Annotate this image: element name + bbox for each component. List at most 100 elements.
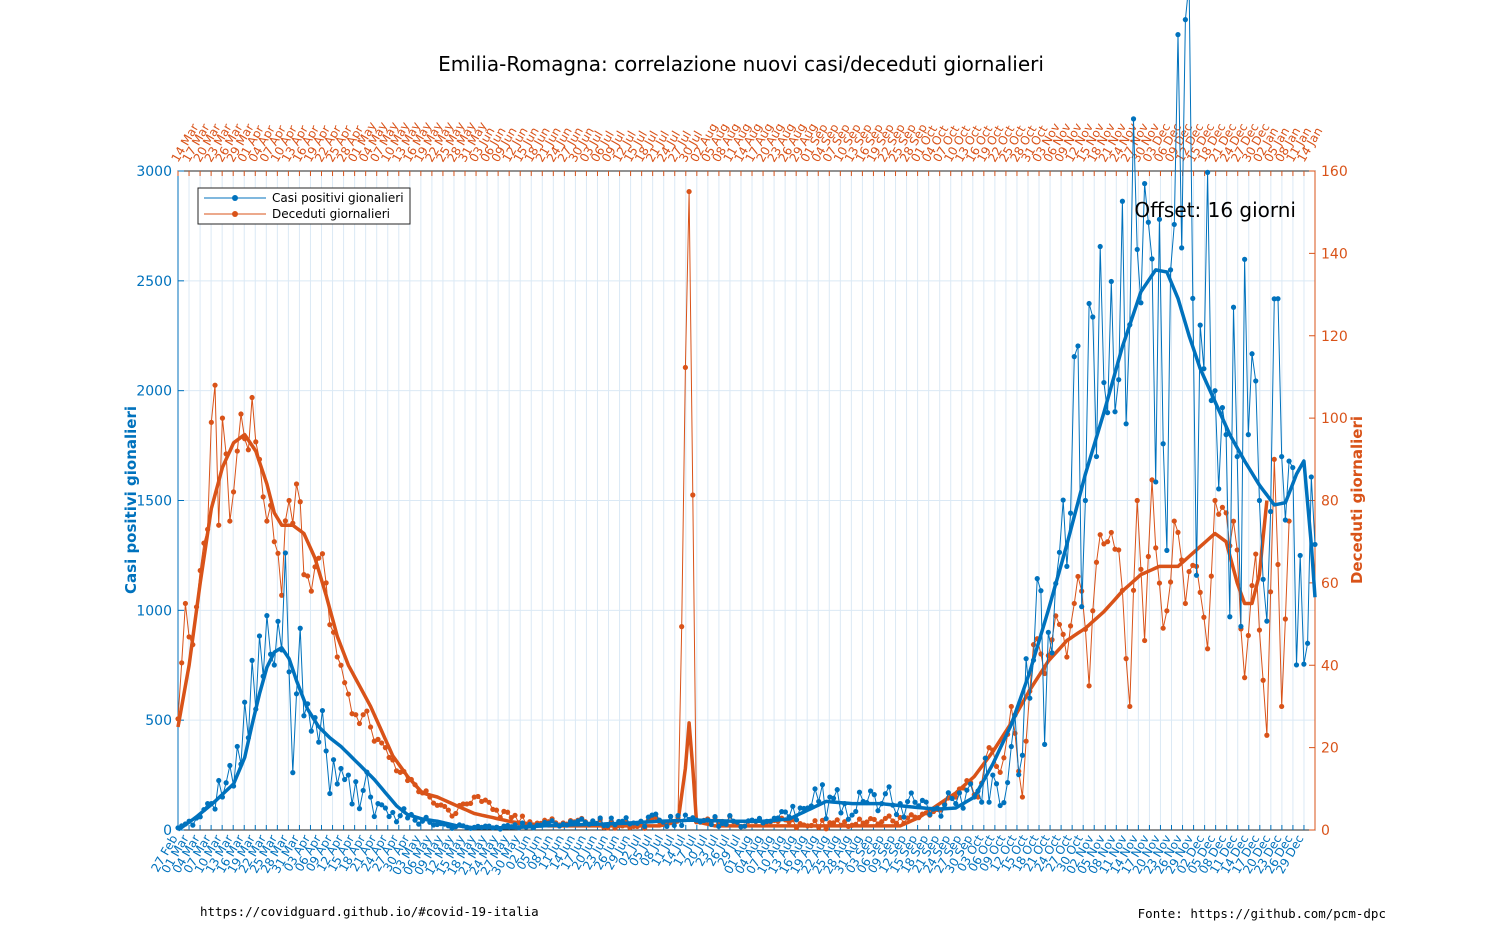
cases-point — [812, 786, 818, 792]
cases-point — [708, 821, 714, 828]
deaths-point — [345, 691, 351, 697]
cases-point — [1142, 181, 1148, 187]
deaths-point — [1001, 755, 1007, 761]
y-right-tick-label: 0 — [1321, 823, 1330, 839]
deaths-point — [1097, 532, 1103, 538]
cases-point — [727, 813, 733, 819]
cases-point — [608, 815, 614, 821]
cases-point — [838, 810, 844, 816]
cases-point — [675, 812, 681, 819]
footer-source-link[interactable]: https://covidguard.github.io/#covid-19-i… — [200, 904, 539, 919]
cases-point — [242, 699, 248, 705]
cases-point — [1001, 800, 1007, 806]
cases-point — [949, 795, 955, 802]
deaths-point — [682, 364, 688, 371]
deaths-point — [1164, 608, 1170, 614]
cases-point — [1264, 618, 1270, 624]
deaths-point — [1279, 703, 1285, 710]
deaths-point — [445, 807, 451, 813]
cases-point — [327, 790, 333, 797]
cases-point — [1038, 588, 1044, 594]
deaths-point — [512, 812, 518, 818]
cases-point — [1116, 377, 1122, 383]
cases-point — [360, 787, 366, 794]
deaths-point — [342, 680, 348, 686]
deaths-point — [286, 497, 292, 504]
deaths-point — [690, 492, 696, 498]
deaths-point — [508, 815, 514, 821]
cases-point — [886, 784, 892, 790]
y-axis-left: 0 500 1000 1500 2000 2500 3000 — [136, 164, 184, 839]
cases-raw-line — [177, 0, 1316, 830]
cases-point — [1175, 32, 1181, 38]
deaths-point — [1230, 518, 1237, 524]
cases-point — [334, 781, 340, 787]
cases-point — [223, 780, 229, 786]
cases-point — [1123, 421, 1129, 427]
offset-annotation: Offset: 16 giorni — [1134, 198, 1296, 222]
cases-point — [349, 801, 355, 807]
deaths-point — [353, 712, 359, 718]
legend-label-deaths: Deceduti giornalieri — [272, 207, 390, 221]
cases-point — [723, 821, 729, 827]
footer-data-source[interactable]: Fonte: https://github.com/pcm-dpc — [1138, 906, 1386, 921]
cases-point — [856, 789, 863, 795]
y-right-tick-label: 160 — [1321, 164, 1348, 180]
deaths-point — [453, 810, 459, 817]
cases-point — [938, 813, 944, 819]
cases-point — [1082, 497, 1088, 504]
deaths-point — [486, 799, 492, 805]
y-left-tick-label: 1000 — [136, 603, 172, 619]
deaths-point — [1160, 625, 1166, 631]
cases-point — [1279, 453, 1285, 460]
cases-point — [1149, 256, 1155, 262]
cases-point — [1197, 322, 1203, 328]
deaths-point — [1153, 545, 1159, 551]
cases-point — [667, 813, 674, 820]
deaths-point — [1264, 732, 1270, 738]
cases-point — [834, 787, 840, 793]
y-right-tick-label: 40 — [1321, 658, 1339, 674]
cases-point — [1138, 300, 1144, 306]
deaths-point — [1134, 497, 1140, 504]
cases-point — [1130, 116, 1137, 122]
cases-point — [590, 818, 596, 824]
cases-point — [308, 728, 314, 734]
cases-point — [960, 805, 966, 811]
deaths-point — [249, 394, 255, 401]
cases-point — [964, 787, 970, 793]
deaths-point — [1071, 600, 1077, 607]
cases-point — [679, 822, 685, 828]
deaths-point — [1030, 642, 1037, 648]
cases-point — [956, 790, 963, 796]
cases-point — [664, 823, 670, 829]
deaths-point — [216, 522, 222, 528]
cases-point — [1071, 354, 1077, 360]
cases-point — [345, 772, 351, 778]
deaths-point — [908, 812, 914, 818]
deaths-point — [1138, 566, 1144, 572]
deaths-point — [1075, 573, 1081, 580]
deaths-point — [1212, 497, 1218, 504]
cases-point — [1308, 474, 1314, 480]
deaths-point — [316, 555, 322, 561]
cases-point — [1182, 17, 1188, 23]
cases-point — [416, 821, 422, 827]
deaths-point — [812, 818, 818, 824]
deaths-point — [827, 820, 833, 826]
y-axis-right-label: Deceduti giornalieri — [1348, 416, 1366, 584]
cases-point — [986, 799, 992, 805]
cases-point — [1104, 410, 1111, 416]
deaths-point — [227, 518, 233, 524]
deaths-point — [1219, 504, 1226, 510]
cases-point — [1260, 576, 1266, 582]
y-right-tick-label: 140 — [1321, 246, 1348, 262]
cases-point — [190, 822, 196, 828]
deaths-point — [1019, 794, 1026, 800]
cases-point — [549, 818, 555, 824]
deaths-point — [886, 813, 892, 819]
cases-point — [1086, 300, 1092, 307]
cases-point — [1204, 169, 1211, 175]
cases-point — [1101, 379, 1107, 386]
